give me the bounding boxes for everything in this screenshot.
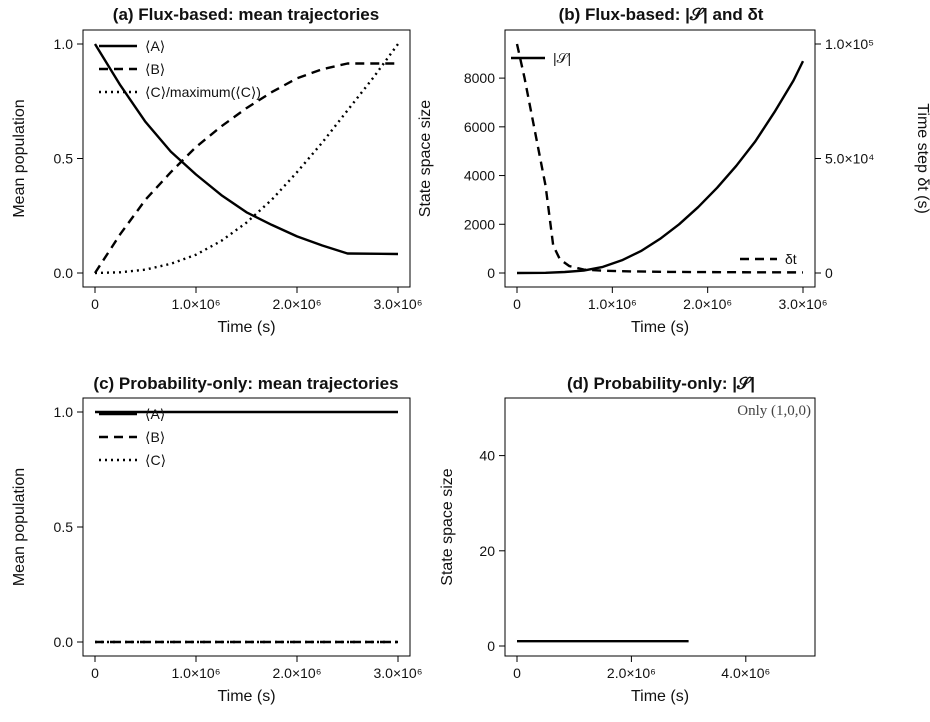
y-tick-label: 1.0 xyxy=(54,404,74,420)
legend-entry: ⟨A⟩ xyxy=(145,38,165,54)
y-axis-label: State space size xyxy=(439,468,456,586)
x-tick-label: 3.0×10⁶ xyxy=(374,665,423,681)
legend-entry: ⟨B⟩ xyxy=(145,61,165,77)
y-tick-label: 0.5 xyxy=(54,151,74,167)
x-tick-label: 2.0×10⁶ xyxy=(273,665,322,681)
x-tick-label: 4.0×10⁶ xyxy=(721,665,770,681)
y-tick-label: 0.5 xyxy=(54,519,74,535)
x-tick-label: 3.0×10⁶ xyxy=(779,296,828,312)
panel-a: (a) Flux-based: mean trajectories 0 1.0×10… xyxy=(11,5,422,336)
chart-title: (c) Probability-only: mean trajectories xyxy=(93,374,398,393)
x-axis-label: Time (s) xyxy=(217,688,275,705)
panel-b: (b) Flux-based: |𝒮| and δt 0 1.0×10⁶ 2.0×10… xyxy=(417,5,930,336)
x-axis-label: Time (s) xyxy=(631,319,689,336)
series-line xyxy=(93,43,399,256)
y-tick-label: 0 xyxy=(487,638,495,654)
y-tick-label: 8000 xyxy=(464,70,495,86)
y-tick-label: 0.0 xyxy=(54,265,74,281)
x-tick-label: 0 xyxy=(91,296,99,312)
y-axis-label: Mean population xyxy=(11,468,28,586)
y-tick-label: 4000 xyxy=(464,168,495,184)
x-tick-label: 2.0×10⁶ xyxy=(683,296,732,312)
x-tick-label: 3.0×10⁶ xyxy=(374,296,423,312)
y-tick-label: 0 xyxy=(487,265,495,281)
y-tick-label: 0.0 xyxy=(54,634,74,650)
y-tick-label: 6000 xyxy=(464,119,495,135)
legend-entry: δt xyxy=(785,251,797,267)
x-tick-label: 2.0×10⁶ xyxy=(607,665,656,681)
x-tick-label: 0 xyxy=(513,296,521,312)
y-right-axis-label: Time step δt (s) xyxy=(914,103,930,214)
legend-entry: |𝒮| xyxy=(553,50,571,66)
series-line xyxy=(516,60,805,275)
x-axis-label: Time (s) xyxy=(217,319,275,336)
y-tick-label: 40 xyxy=(479,448,495,464)
y-right-tick-label: 1.0×10⁵ xyxy=(825,36,874,52)
legend-entry: ⟨C⟩/maximum(⟨C⟩) xyxy=(145,84,261,100)
x-tick-label: 1.0×10⁶ xyxy=(588,296,637,312)
y-tick-label: 1.0 xyxy=(54,36,74,52)
x-tick-label: 0 xyxy=(513,665,521,681)
x-tick-label: 0 xyxy=(91,665,99,681)
y-axis-label: State space size xyxy=(417,100,434,218)
legend-entry: ⟨B⟩ xyxy=(145,429,165,445)
x-axis-label: Time (s) xyxy=(631,688,689,705)
plot-frame xyxy=(504,397,816,657)
y-right-tick-label: 5.0×10⁴ xyxy=(825,151,874,167)
panel-c: (c) Probability-only: mean trajectories 0… xyxy=(11,374,422,705)
legend-entry: ⟨A⟩ xyxy=(145,406,165,422)
series-line xyxy=(93,62,398,274)
y-axis-label: Mean population xyxy=(11,99,28,217)
y-right-tick-label: 0 xyxy=(825,265,833,281)
series-line xyxy=(94,43,399,275)
y-tick-label: 2000 xyxy=(464,216,495,232)
plot-frame xyxy=(504,29,816,288)
legend-entry: ⟨C⟩ xyxy=(145,452,166,468)
panel-d: (d) Probability-only: |𝒮| 0 2.0×10⁶ 4.0×10⁶… xyxy=(439,374,816,705)
annotation: Only (1,0,0) xyxy=(737,403,811,419)
series-line xyxy=(515,43,804,274)
chart-title: (a) Flux-based: mean trajectories xyxy=(113,5,379,24)
chart-title: (d) Probability-only: |𝒮| xyxy=(567,374,755,393)
x-tick-label: 1.0×10⁶ xyxy=(172,665,221,681)
y-tick-label: 20 xyxy=(479,543,495,559)
x-tick-label: 1.0×10⁶ xyxy=(172,296,221,312)
chart-title: (b) Flux-based: |𝒮| and δt xyxy=(559,5,764,24)
x-tick-label: 2.0×10⁶ xyxy=(273,296,322,312)
